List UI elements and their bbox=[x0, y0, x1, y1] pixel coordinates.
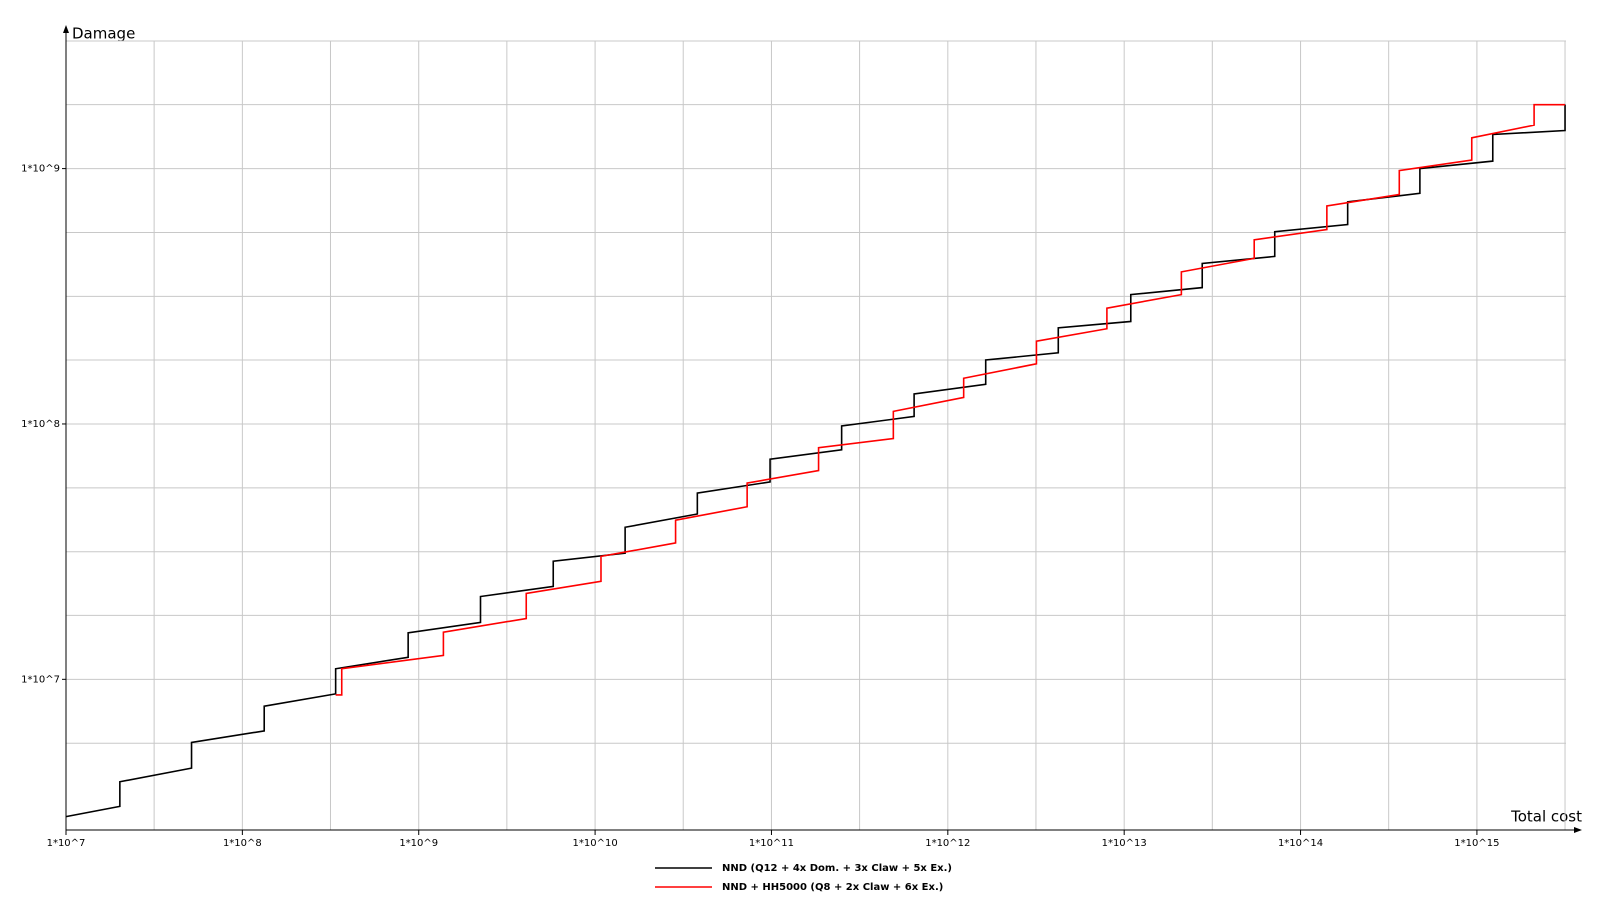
series-line bbox=[335, 103, 1566, 696]
legend-text: NND (Q12 + 4x Dom. + 3x Claw + 5x Ex.) bbox=[722, 863, 952, 874]
series-line bbox=[65, 104, 1566, 818]
x-tick-label: 1*10^14 bbox=[1278, 838, 1323, 849]
y-tick-label: 1*10^9 bbox=[21, 164, 60, 175]
x-tick-label: 1*10^8 bbox=[223, 838, 262, 849]
y-tick-label: 1*10^7 bbox=[21, 674, 60, 685]
x-tick-label: 1*10^12 bbox=[925, 838, 970, 849]
x-tick-label: 1*10^7 bbox=[47, 838, 86, 849]
legend-text: NND + HH5000 (Q8 + 2x Claw + 6x Ex.) bbox=[722, 882, 943, 893]
y-axis-title: Damage bbox=[72, 25, 135, 43]
x-tick-label: 1*10^13 bbox=[1102, 838, 1147, 849]
y-tick-label: 1*10^8 bbox=[21, 419, 60, 430]
x-axis-title: Total cost bbox=[1510, 808, 1582, 826]
x-tick-label: 1*10^15 bbox=[1454, 838, 1499, 849]
y-axis-arrow bbox=[63, 25, 69, 33]
x-tick-label: 1*10^9 bbox=[399, 838, 438, 849]
x-axis-arrow bbox=[1574, 827, 1582, 833]
x-tick-label: 1*10^11 bbox=[749, 838, 794, 849]
x-tick-label: 1*10^10 bbox=[572, 838, 617, 849]
